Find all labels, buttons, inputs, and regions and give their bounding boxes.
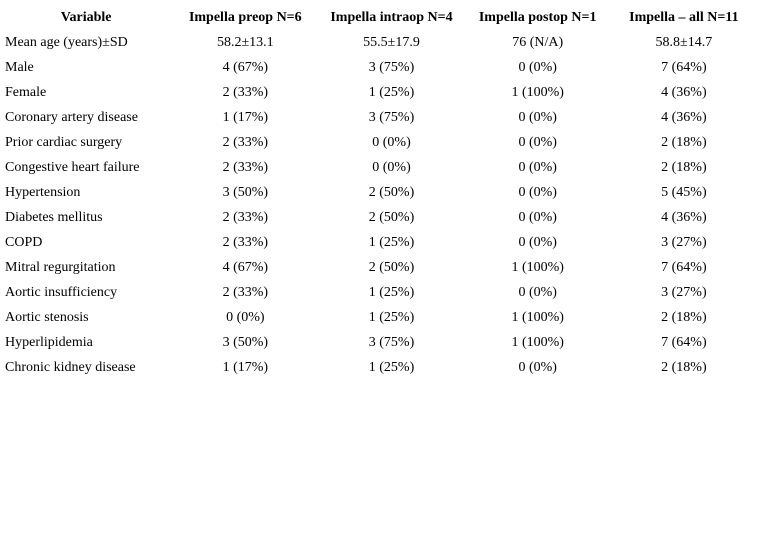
patient-characteristics-table: Variable Impella preop N=6 Impella intraop… [0, 5, 757, 380]
row-label: Female [5, 85, 47, 100]
table-cell: 0 (0%) [518, 185, 557, 200]
table-row: Hypertension 3 (50%) 2 (50%) 0 (0%) 5 (45%) [0, 180, 757, 205]
table-cell: 55.5±17.9 [363, 35, 420, 50]
table-row: Prior cardiac surgery 2 (33%) 0 (0%) 0 (0%)… [0, 130, 757, 155]
table-cell: 4 (36%) [661, 85, 707, 100]
table-row: Aortic insufficiency 2 (33%) 1 (25%) 0 (0%)… [0, 280, 757, 305]
table-cell: 1 (17%) [222, 360, 269, 375]
table-row: Diabetes mellitus 2 (33%) 2 (50%) 0 (0%) 4 (… [0, 205, 757, 230]
table-cell: 0 (0%) [372, 160, 411, 175]
table-cell: 1 (100%) [511, 310, 564, 325]
table-cell: 0 (0%) [518, 235, 557, 250]
table-cell: 1 (25%) [368, 85, 415, 100]
table-cell: 1 (17%) [222, 110, 269, 125]
column-header: Impella – all N=11 [629, 10, 739, 25]
table-cell: 4 (67%) [222, 60, 269, 75]
row-label: Mitral regurgitation [5, 260, 116, 275]
table-cell: 1 (25%) [368, 235, 415, 250]
table-row: Coronary artery disease 1 (17%) 3 (75%) 0 (… [0, 105, 757, 130]
row-label: Diabetes mellitus [5, 210, 103, 225]
table-cell: 1 (100%) [511, 85, 564, 100]
table-cell: 7 (64%) [661, 335, 707, 350]
table-cell: 1 (100%) [511, 335, 564, 350]
table-cell: 58.8±14.7 [655, 35, 713, 50]
row-label: Aortic insufficiency [5, 285, 118, 300]
table-row: Male 4 (67%) 3 (75%) 0 (0%) 7 (64%) [0, 55, 757, 80]
table-cell: 0 (0%) [518, 285, 557, 300]
table-cell: 1 (100%) [511, 260, 564, 275]
table-cell: 4 (36%) [661, 110, 707, 125]
row-label: Congestive heart failure [5, 160, 140, 175]
column-header: Impella intraop N=4 [330, 10, 453, 25]
table-cell: 1 (25%) [368, 285, 415, 300]
table-cell: 0 (0%) [518, 210, 557, 225]
table-row: Chronic kidney disease 1 (17%) 1 (25%) 0 (0… [0, 355, 757, 380]
table-cell: 4 (67%) [222, 260, 269, 275]
table-cell: 2 (33%) [222, 210, 269, 225]
table-cell: 0 (0%) [518, 360, 557, 375]
table-cell: 2 (18%) [661, 135, 707, 150]
row-label: Mean age (years)±SD [5, 35, 128, 50]
table-cell: 2 (18%) [661, 360, 707, 375]
row-label: Aortic stenosis [5, 310, 89, 325]
table-row: Aortic stenosis 0 (0%) 1 (25%) 1 (100%) 2 (1… [0, 305, 757, 330]
row-label: Chronic kidney disease [5, 360, 136, 375]
table-body: Mean age (years)±SD 58.2±13.1 55.5±17.9 76 … [0, 30, 757, 380]
table-cell: 2 (50%) [368, 185, 415, 200]
table-row: COPD 2 (33%) 1 (25%) 0 (0%) 3 (27%) [0, 230, 757, 255]
column-header: Impella postop N=1 [478, 10, 597, 25]
table-cell: 2 (33%) [222, 285, 269, 300]
table-cell: 3 (27%) [661, 235, 707, 250]
table-cell: 3 (75%) [368, 110, 415, 125]
table-cell: 5 (45%) [661, 185, 707, 200]
table-cell: 0 (0%) [518, 135, 557, 150]
table-cell: 2 (33%) [222, 235, 269, 250]
table-row: Congestive heart failure 2 (33%) 0 (0%) 0 (… [0, 155, 757, 180]
table-cell: 3 (75%) [368, 60, 415, 75]
table-cell: 2 (50%) [368, 210, 415, 225]
table-header-row: Variable Impella preop N=6 Impella intraop… [0, 5, 757, 30]
table-cell: 0 (0%) [518, 160, 557, 175]
table-cell: 3 (27%) [661, 285, 707, 300]
table-cell: 7 (64%) [661, 60, 707, 75]
table-cell: 0 (0%) [518, 110, 557, 125]
table-cell: 7 (64%) [661, 260, 707, 275]
column-header: Variable [60, 10, 112, 25]
table-cell: 58.2±13.1 [216, 35, 274, 50]
table-cell: 3 (75%) [368, 335, 415, 350]
table-row: Hyperlipidemia 3 (50%) 3 (75%) 1 (100%) 7 (6… [0, 330, 757, 355]
table-cell: 76 (N/A) [512, 35, 564, 50]
column-header: Impella preop N=6 [188, 10, 302, 25]
table-cell: 2 (33%) [222, 160, 269, 175]
row-label: COPD [5, 235, 43, 250]
table-cell: 1 (25%) [368, 360, 415, 375]
table-cell: 0 (0%) [372, 135, 411, 150]
table-cell: 0 (0%) [226, 310, 265, 325]
table-cell: 3 (50%) [222, 185, 269, 200]
table-cell: 2 (18%) [661, 310, 707, 325]
table-cell: 2 (33%) [222, 85, 269, 100]
table-cell: 4 (36%) [661, 210, 707, 225]
row-label: Prior cardiac surgery [5, 135, 123, 150]
row-label: Hypertension [5, 185, 81, 200]
table-cell: 0 (0%) [518, 60, 557, 75]
table-cell: 2 (33%) [222, 135, 269, 150]
table-row: Female 2 (33%) 1 (25%) 1 (100%) 4 (36%) [0, 80, 757, 105]
table-row: Mean age (years)±SD 58.2±13.1 55.5±17.9 76 … [0, 30, 757, 55]
row-label: Male [5, 60, 34, 75]
row-label: Coronary artery disease [5, 110, 138, 125]
table-row: Mitral regurgitation 4 (67%) 2 (50%) 1 (100… [0, 255, 757, 280]
table-cell: 2 (18%) [661, 160, 707, 175]
table-cell: 2 (50%) [368, 260, 415, 275]
table-cell: 3 (50%) [222, 335, 269, 350]
table-cell: 1 (25%) [368, 310, 415, 325]
row-label: Hyperlipidemia [5, 335, 93, 350]
